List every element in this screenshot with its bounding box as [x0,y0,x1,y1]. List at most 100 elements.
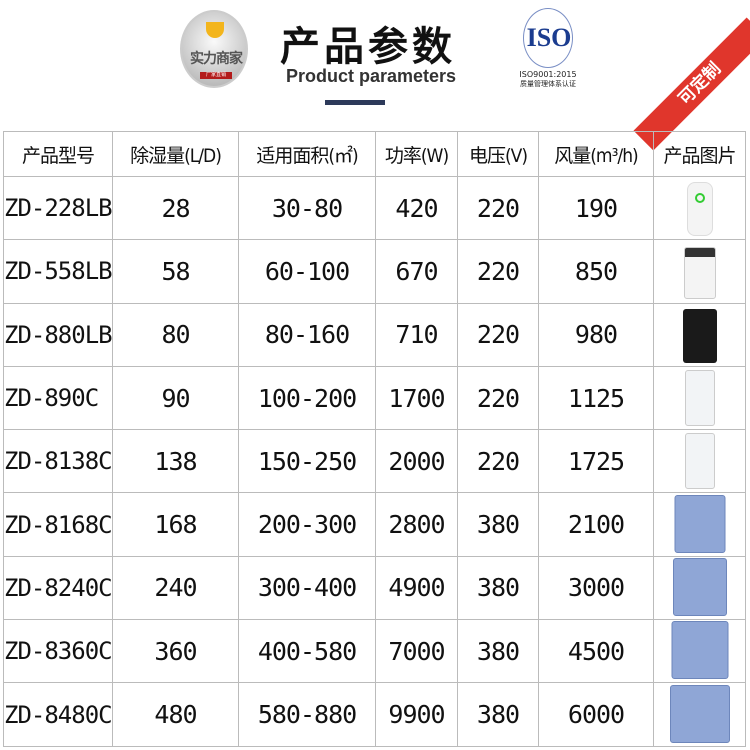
cell-model: ZD-8360C [3,619,113,684]
white-slim-dehumidifier-icon [686,182,713,237]
cell-capacity: 138 [112,429,239,494]
product-parameters-table: 产品型号 除湿量(L/D) 适用面积(㎡) 功率(W) 电压(V) 风量(m³/h) 产品图… [3,131,746,747]
blue-industrial-dehumidifier-icon [669,684,730,743]
table-row: ZD-8480C 480 580-880 9900 380 6000 [3,682,746,747]
column-header: 产品图片 [653,131,746,177]
cell-area: 400-580 [238,619,376,684]
cell-airflow: 190 [538,175,654,241]
cell-model: ZD-880LB [3,302,113,367]
divider [325,100,385,105]
logo-tag: 厂家直销 [200,72,232,79]
iso-cert: ISO9001:2015 [519,70,577,79]
table-row: ZD-8360C 360 400-580 7000 380 4500 [3,619,746,684]
cell-airflow: 1125 [538,365,654,431]
cell-airflow: 1725 [538,429,654,494]
cell-voltage: 380 [457,492,539,557]
column-header: 风量(m³/h) [538,131,654,177]
cell-airflow: 2100 [538,492,654,557]
cell-image [653,429,746,494]
cell-airflow: 980 [538,302,654,367]
cell-voltage: 380 [457,555,539,621]
cell-voltage: 380 [457,682,539,747]
cell-image [653,682,746,747]
cell-area: 80-160 [238,302,376,367]
cell-voltage: 220 [457,302,539,367]
logo-text: 实力商家 [190,51,243,67]
cell-power: 420 [375,175,458,241]
cell-image [653,492,746,557]
page-title: 产品参数 [280,24,456,70]
white-black-top-dehumidifier-icon [683,247,716,300]
table-row: ZD-880LB 80 80-160 710 220 980 [3,302,746,367]
cell-capacity: 28 [112,175,239,241]
iso-logo: ISO ISO9001:2015 质量管理体系认证 [508,8,588,89]
column-header: 功率(W) [375,131,458,177]
cell-airflow: 3000 [538,555,654,621]
blue-industrial-dehumidifier-icon [674,494,725,553]
cell-airflow: 4500 [538,619,654,684]
cell-model: ZD-8168C [3,492,113,557]
cell-image [653,239,746,304]
cell-capacity: 240 [112,555,239,621]
cell-area: 580-880 [238,682,376,747]
column-header: 产品型号 [3,131,113,177]
header: 实力商家 厂家直销 产品参数 Product parameters ISO IS… [0,0,750,151]
cell-power: 7000 [375,619,458,684]
cell-voltage: 380 [457,619,539,684]
cell-image [653,365,746,431]
column-header: 除湿量(L/D) [112,131,239,177]
white-tall-dehumidifier-icon [684,370,715,427]
cell-image [653,619,746,684]
cell-power: 9900 [375,682,458,747]
cell-airflow: 850 [538,239,654,304]
cell-capacity: 480 [112,682,239,747]
cell-power: 2000 [375,429,458,494]
table-row: ZD-890C 90 100-200 1700 220 1125 [3,365,746,431]
cell-image [653,175,746,241]
cell-power: 1700 [375,365,458,431]
cell-area: 150-250 [238,429,376,494]
column-header: 电压(V) [457,131,539,177]
table-row: ZD-558LB 58 60-100 670 220 850 [3,239,746,304]
table-header-row: 产品型号 除湿量(L/D) 适用面积(㎡) 功率(W) 电压(V) 风量(m³/h) 产品图… [3,131,746,177]
cell-model: ZD-8240C [3,555,113,621]
column-header: 适用面积(㎡) [238,131,376,177]
cell-area: 300-400 [238,555,376,621]
cell-capacity: 168 [112,492,239,557]
cell-area: 200-300 [238,492,376,557]
cell-voltage: 220 [457,175,539,241]
cell-image [653,555,746,621]
iso-mark: ISO [526,23,572,52]
cell-model: ZD-228LB [3,175,113,241]
cell-area: 60-100 [238,239,376,304]
table-row: ZD-8168C 168 200-300 2800 380 2100 [3,492,746,557]
cell-power: 2800 [375,492,458,557]
table-row: ZD-8138C 138 150-250 2000 220 1725 [3,429,746,494]
iso-caption: 质量管理体系认证 [520,80,576,88]
page-subtitle: Product parameters [286,66,457,86]
cell-voltage: 220 [457,429,539,494]
table-row: ZD-8240C 240 300-400 4900 380 3000 [3,555,746,621]
cell-voltage: 220 [457,239,539,304]
cell-airflow: 6000 [538,682,654,747]
cell-power: 670 [375,239,458,304]
cell-area: 30-80 [238,175,376,241]
blue-industrial-dehumidifier-icon [672,557,727,616]
brand-logo: 实力商家 厂家直销 [180,10,248,88]
blue-industrial-dehumidifier-icon [671,621,728,680]
white-tall-dehumidifier-icon [684,433,715,490]
black-dehumidifier-icon [682,308,717,363]
cell-area: 100-200 [238,365,376,431]
cell-power: 710 [375,302,458,367]
cell-image [653,302,746,367]
cell-capacity: 58 [112,239,239,304]
cell-capacity: 90 [112,365,239,431]
globe-icon: ISO [523,8,573,68]
cell-model: ZD-890C [3,365,113,431]
cell-power: 4900 [375,555,458,621]
table-row: ZD-228LB 28 30-80 420 220 190 [3,175,746,241]
cell-model: ZD-8480C [3,682,113,747]
cell-capacity: 360 [112,619,239,684]
bull-icon [206,22,224,38]
cell-voltage: 220 [457,365,539,431]
